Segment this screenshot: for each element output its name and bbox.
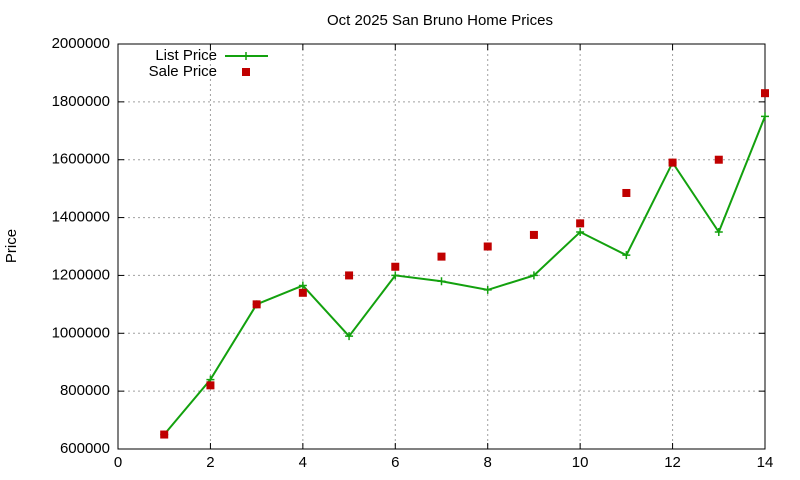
legend-label: List Price <box>155 47 217 64</box>
data-point <box>529 230 538 239</box>
y-tick-label: 1800000 <box>52 93 110 110</box>
x-tick-label: 14 <box>757 454 774 471</box>
data-point <box>206 381 215 390</box>
y-tick-label: 2000000 <box>52 35 110 52</box>
line <box>163 115 766 436</box>
chart-title: Oct 2025 San Bruno Home Prices <box>327 12 553 29</box>
data-point <box>437 277 446 286</box>
legend-marker <box>242 68 250 76</box>
x-tick-label: 2 <box>206 454 214 471</box>
x-tick-label: 10 <box>572 454 589 471</box>
data-point <box>622 251 631 260</box>
y-axis-label: Price <box>3 229 20 263</box>
data-point <box>437 252 446 261</box>
data-point <box>345 271 354 280</box>
data-point <box>668 158 677 167</box>
y-tick-label: 1600000 <box>52 151 110 168</box>
y-tick-label: 600000 <box>60 440 110 457</box>
data-point <box>345 332 354 341</box>
data-point <box>160 430 169 439</box>
x-tick-label: 4 <box>299 454 307 471</box>
y-tick-label: 1200000 <box>52 266 110 283</box>
x-tick-label: 6 <box>391 454 399 471</box>
legend-marker <box>242 52 250 60</box>
data-point <box>391 271 400 280</box>
data-point <box>714 155 723 164</box>
legend-label: Sale Price <box>149 63 217 80</box>
data-point <box>391 262 400 271</box>
data-point <box>483 285 492 294</box>
data-point <box>483 242 492 251</box>
data-point <box>298 281 307 290</box>
plot-border <box>117 43 766 450</box>
y-tick-label: 1400000 <box>52 209 110 226</box>
data-point <box>714 228 723 237</box>
x-tick-label: 8 <box>484 454 492 471</box>
data-point <box>761 89 769 98</box>
data-point <box>622 188 631 197</box>
x-tick-label: 0 <box>114 454 122 471</box>
y-tick-label: 1000000 <box>52 324 110 341</box>
data-point <box>761 112 769 121</box>
data-point <box>298 288 307 297</box>
data-point <box>529 271 538 280</box>
x-tick-label: 12 <box>664 454 681 471</box>
data-point <box>576 219 585 228</box>
data-point <box>252 300 261 309</box>
y-tick-label: 800000 <box>60 382 110 399</box>
data-point <box>576 228 585 237</box>
